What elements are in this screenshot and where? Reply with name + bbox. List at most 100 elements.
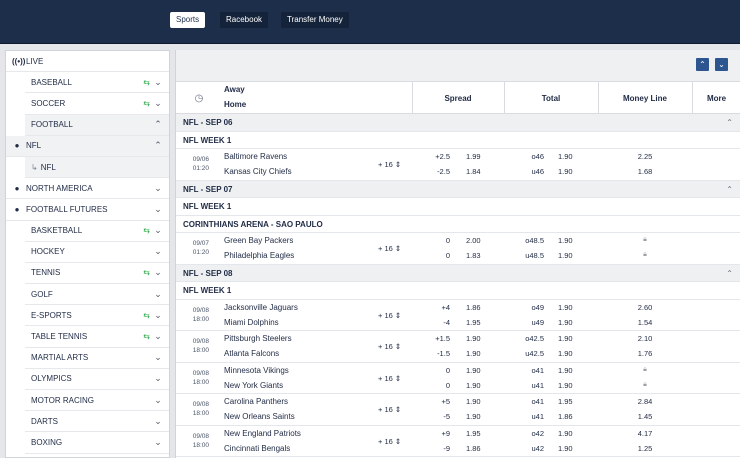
chevron-down-icon[interactable]: ⌄ (154, 203, 162, 214)
more-markets-link[interactable]: + 16 ⇕ (378, 405, 402, 414)
nav-sports-button[interactable]: Sports (170, 12, 206, 28)
spread-away-line[interactable]: +9 (441, 428, 450, 438)
sidebar-item-e-sports[interactable]: E-SPORTS ⇆ ⌄ (25, 305, 169, 327)
collapse-up-icon[interactable]: ⌃ (696, 58, 709, 71)
sidebar-item-martial-arts[interactable]: MARTIAL ARTS ⌄ (25, 348, 169, 369)
spread-home-line[interactable]: -2.5 (437, 167, 450, 176)
total-over-odds[interactable]: 1.90 (558, 152, 573, 161)
spread-home-line[interactable]: -1.5 (437, 349, 450, 358)
sidebar-item-football-futures[interactable]: ● FOOTBALL FUTURES ⌄ (6, 199, 169, 221)
total-under-line[interactable]: u41 (531, 412, 544, 421)
sidebar-item-olympics[interactable]: OLYMPICS ⌄ (25, 369, 169, 390)
spread-home-odds[interactable]: 1.86 (466, 443, 481, 453)
moneyline-away-odds[interactable]: 2.60 (637, 302, 653, 312)
spread-away-line[interactable]: 0 (445, 236, 450, 245)
spread-home-odds[interactable]: 1.95 (466, 317, 481, 327)
total-over-line[interactable]: o42 (531, 428, 544, 438)
total-over-line[interactable]: o41 (531, 397, 544, 406)
sidebar-item-baseball[interactable]: BASEBALL ⇆ ⌄ (25, 72, 169, 94)
chevron-down-icon[interactable]: ⌄ (154, 225, 162, 236)
spread-home-line[interactable]: -9 (443, 443, 450, 453)
chevron-down-icon[interactable]: ⌄ (154, 76, 162, 87)
chevron-down-icon[interactable]: ⌄ (154, 97, 162, 108)
nav-transfer-money-button[interactable]: Transfer Money (281, 12, 349, 28)
moneyline-home-odds[interactable]: 1.25 (637, 443, 653, 453)
moneyline-home-odds[interactable]: 1.68 (637, 167, 653, 176)
spread-away-line[interactable]: +1.5 (435, 334, 450, 343)
chevron-down-icon[interactable]: ⌄ (154, 415, 162, 426)
spread-home-odds[interactable]: 1.90 (466, 349, 481, 358)
moneyline-away-odds[interactable]: 2.25 (637, 152, 653, 161)
moneyline-home-odds[interactable]: 1.54 (637, 317, 653, 327)
sidebar-item-hockey[interactable]: HOCKEY ⌄ (25, 242, 169, 263)
date-section-header[interactable]: NFL - SEP 08 ⌃ (176, 264, 740, 282)
total-over-odds[interactable]: 1.90 (558, 236, 573, 245)
total-over-line[interactable]: o48.5 (525, 236, 544, 245)
spread-home-line[interactable]: -4 (443, 317, 450, 327)
chevron-down-icon[interactable]: ⌄ (154, 288, 162, 299)
spread-away-odds[interactable]: 1.99 (466, 152, 481, 161)
chevron-down-icon[interactable]: ⌄ (154, 246, 162, 257)
sidebar-item-nfl[interactable]: ↳ NFL (25, 156, 169, 179)
total-over-odds[interactable]: 1.95 (558, 397, 573, 406)
total-under-odds[interactable]: 1.90 (558, 349, 573, 358)
spread-away-line[interactable]: +5 (441, 397, 450, 406)
chevron-up-icon[interactable]: ⌃ (726, 184, 733, 194)
sidebar-item-boxing[interactable]: BOXING ⌄ (25, 432, 169, 454)
spread-away-line[interactable]: +4 (441, 302, 450, 312)
nav-racebook-button[interactable]: Racebook (220, 12, 269, 28)
sidebar-item-soccer[interactable]: SOCCER ⇆ ⌄ (25, 93, 169, 115)
total-over-line[interactable]: o42.5 (525, 334, 544, 343)
total-over-odds[interactable]: 1.90 (558, 365, 573, 375)
chevron-up-icon[interactable]: ⌃ (154, 140, 162, 151)
moneyline-home-odds[interactable]: 1.45 (637, 412, 653, 421)
chevron-down-icon[interactable]: ⌄ (154, 309, 162, 320)
spread-away-odds[interactable]: 1.90 (466, 334, 481, 343)
chevron-down-icon[interactable]: ⌄ (154, 267, 162, 278)
sidebar-item-table-tennis[interactable]: TABLE TENNIS ⇆ ⌄ (25, 326, 169, 348)
chevron-down-icon[interactable]: ⌄ (154, 436, 162, 447)
moneyline-away-odds[interactable]: 2.84 (637, 397, 653, 406)
spread-home-line[interactable]: 0 (445, 380, 450, 390)
chevron-up-icon[interactable]: ⌃ (726, 268, 733, 278)
more-markets-link[interactable]: + 16 ⇕ (378, 373, 402, 383)
date-section-header[interactable]: NFL - SEP 07 ⌃ (176, 180, 740, 198)
chevron-up-icon[interactable]: ⌃ (154, 119, 162, 130)
moneyline-away-odds[interactable]: 2.10 (637, 334, 653, 343)
chevron-down-icon[interactable]: ⌄ (154, 331, 162, 342)
more-markets-link[interactable]: + 16 ⇕ (378, 244, 402, 253)
chevron-down-icon[interactable]: ⌄ (154, 373, 162, 384)
spread-home-odds[interactable]: 1.84 (466, 167, 481, 176)
sidebar-item-golf[interactable]: GOLF ⌄ (25, 284, 169, 306)
total-under-odds[interactable]: 1.86 (558, 412, 573, 421)
more-markets-link[interactable]: + 16 ⇕ (378, 436, 402, 446)
more-markets-link[interactable]: + 16 ⇕ (378, 160, 402, 169)
total-over-line[interactable]: o41 (531, 365, 544, 375)
sidebar-item-basketball[interactable]: BASKETBALL ⇆ ⌄ (25, 221, 169, 242)
total-under-odds[interactable]: 1.90 (558, 251, 573, 260)
spread-away-odds[interactable]: 1.95 (466, 428, 481, 438)
more-markets-link[interactable]: + 16 ⇕ (378, 342, 402, 351)
total-over-line[interactable]: o46 (531, 152, 544, 161)
sidebar-item-motor-racing[interactable]: MOTOR RACING ⌄ (25, 390, 169, 412)
chevron-down-icon[interactable]: ⌄ (154, 182, 162, 193)
total-under-line[interactable]: u48.5 (525, 251, 544, 260)
sidebar-item-north-america[interactable]: ● NORTH AMERICA ⌄ (6, 178, 169, 200)
chevron-up-icon[interactable]: ⌃ (726, 118, 733, 127)
total-under-line[interactable]: u46 (531, 167, 544, 176)
spread-home-line[interactable]: 0 (445, 251, 450, 260)
total-over-line[interactable]: o49 (531, 302, 544, 312)
spread-away-odds[interactable]: 1.90 (466, 365, 481, 375)
sidebar-item-tennis[interactable]: TENNIS ⇆ ⌄ (25, 263, 169, 285)
spread-away-odds[interactable]: 1.90 (466, 397, 481, 406)
more-markets-link[interactable]: + 16 ⇕ (378, 310, 402, 320)
spread-home-odds[interactable]: 1.90 (466, 380, 481, 390)
spread-away-line[interactable]: 0 (445, 365, 450, 375)
total-under-odds[interactable]: 1.90 (558, 443, 573, 453)
total-under-odds[interactable]: 1.90 (558, 380, 573, 390)
spread-home-odds[interactable]: 1.90 (466, 412, 481, 421)
total-under-line[interactable]: u42.5 (525, 349, 544, 358)
sidebar-item-football[interactable]: FOOTBALL ⌃ (25, 114, 169, 136)
sidebar-item-darts[interactable]: DARTS ⌄ (25, 411, 169, 433)
sidebar-item-live[interactable]: ((•)) LIVE (6, 51, 169, 73)
